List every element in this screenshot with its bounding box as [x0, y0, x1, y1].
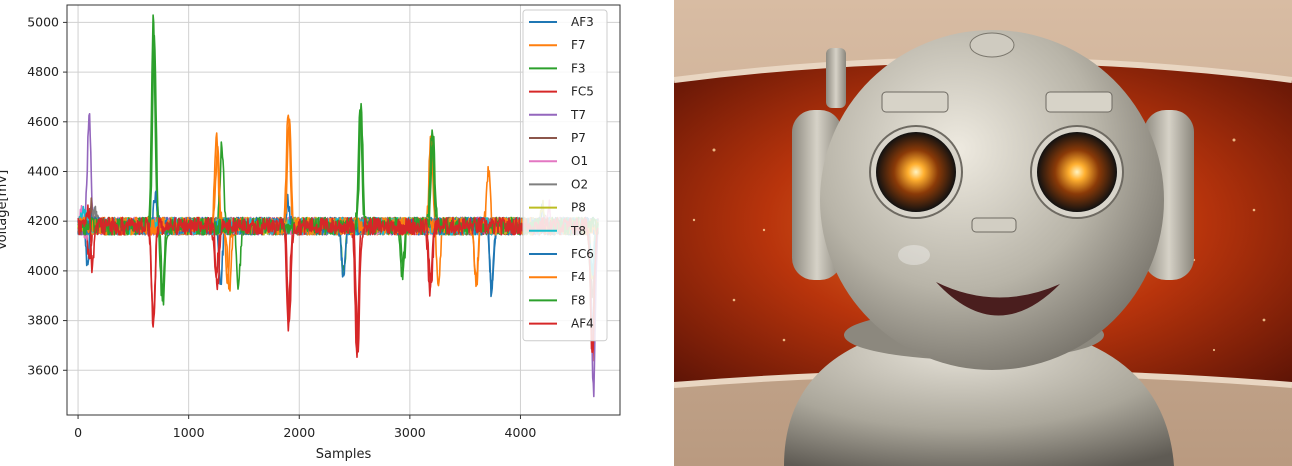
y-tick-label: 5000: [27, 14, 59, 29]
cheek-highlight: [898, 245, 930, 265]
x-tick-label: 1000: [173, 425, 205, 440]
robot-body: [784, 320, 1174, 466]
legend-label: T8: [570, 224, 586, 238]
y-tick-label: 3800: [27, 313, 59, 328]
x-tick-label: 0: [74, 425, 82, 440]
eyebrow-left: [881, 91, 949, 113]
robot-head: [820, 30, 1164, 370]
chart-svg: 0 1000 2000 3000 4000 3600 3800 4000 4200 4400 460…: [0, 4, 621, 462]
head-bump: [969, 32, 1015, 58]
robot-illustration: [674, 0, 1292, 466]
y-tick-label: 4600: [27, 114, 59, 129]
robot-image: [674, 0, 1292, 466]
legend-label: T7: [570, 108, 586, 122]
y-axis-label: Voltage[mV]: [0, 170, 10, 250]
robot-mouth: [936, 282, 1060, 316]
y-tick-label: 4000: [27, 263, 59, 278]
x-tick-label: 2000: [283, 425, 315, 440]
legend: AF3 F7 F3 FC5 T7 P7 O1 O2 P8 T8 FC6 F4 F8 AF4: [522, 9, 608, 342]
legend-label: AF4: [571, 317, 594, 331]
y-tick-label: 4800: [27, 64, 59, 79]
legend-label: F3: [571, 61, 586, 75]
x-axis-label: Samples: [316, 447, 372, 462]
legend-label: P7: [571, 131, 586, 145]
eyebrow-right: [1045, 91, 1113, 113]
x-tick-label: 3000: [394, 425, 426, 440]
robot-nose: [971, 217, 1017, 233]
legend-label: AF3: [571, 15, 594, 29]
legend-label: FC5: [571, 85, 594, 99]
series-lines: [77, 14, 599, 398]
eye-left: [876, 132, 956, 212]
y-tick-label: 4200: [27, 213, 59, 228]
legend-box: [522, 9, 608, 342]
x-tick-label: 4000: [505, 425, 537, 440]
y-tick-label: 4400: [27, 163, 59, 178]
eeg-chart: 0 1000 2000 3000 4000 3600 3800 4000 4200 4400 460…: [0, 4, 621, 462]
y-tick-label: 3600: [27, 362, 59, 377]
antenna-left: [826, 48, 846, 108]
legend-label: F7: [571, 38, 586, 52]
legend-label: O2: [571, 177, 588, 191]
axis-ticks: 0 1000 2000 3000 4000 3600 3800 4000 4200 4400 460…: [27, 14, 536, 440]
legend-label: FC6: [571, 247, 594, 261]
series-line-af4: [77, 204, 599, 354]
series-line-f3: [77, 14, 599, 342]
eye-right: [1037, 132, 1117, 212]
legend-label: F8: [571, 293, 586, 307]
legend-label: F4: [571, 270, 586, 284]
legend-label: O1: [571, 154, 588, 168]
legend-label: P8: [571, 201, 586, 215]
plot-frame: [66, 4, 621, 416]
